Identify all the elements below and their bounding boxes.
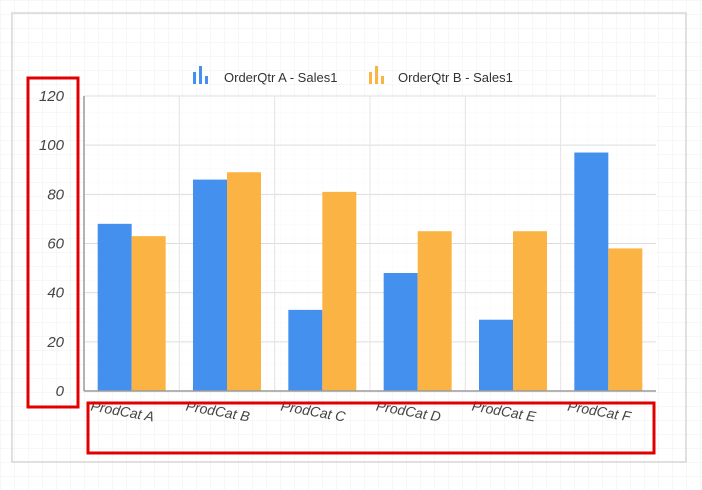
bar-series-2-prodcat-f[interactable]: [608, 248, 643, 391]
legend-item-series-2[interactable]: OrderQtr B - Sales1: [369, 66, 513, 85]
bar-series-1-prodcat-e[interactable]: [479, 319, 513, 391]
y-tick-label: 60: [47, 236, 64, 253]
x-axis-highlight-box: [86, 401, 656, 455]
bar-series-2-prodcat-a[interactable]: [131, 236, 166, 391]
y-tick-label: 0: [56, 383, 65, 400]
bar-series-1-prodcat-d[interactable]: [383, 273, 418, 391]
bar-series-2-prodcat-d[interactable]: [417, 231, 452, 391]
legend-icon-series-2: [369, 72, 372, 84]
y-tick-label: 80: [47, 186, 64, 203]
bar-series-1-prodcat-c[interactable]: [288, 309, 323, 391]
bar-series-1-prodcat-f[interactable]: [574, 152, 609, 391]
legend-label-series-2: OrderQtr B - Sales1: [398, 70, 513, 85]
bar-series-2-prodcat-e[interactable]: [513, 231, 547, 391]
legend-item-series-1[interactable]: OrderQtr A - Sales1: [193, 66, 337, 85]
y-tick-label: 120: [39, 88, 65, 105]
legend-icon-series-1: [193, 72, 196, 84]
bar-series-2-prodcat-b[interactable]: [227, 172, 261, 391]
y-tick-label: 100: [39, 137, 65, 154]
chart-frame: [11, 12, 687, 463]
legend: OrderQtr A - Sales1 OrderQtr B - Sales1: [193, 66, 513, 85]
y-tick-label: 20: [46, 334, 64, 351]
y-axis-highlight-box: [26, 76, 80, 409]
bar-series-1-prodcat-b[interactable]: [193, 179, 227, 391]
bar-series-1-prodcat-a[interactable]: [97, 223, 132, 391]
y-tick-label: 40: [47, 285, 64, 302]
legend-label-series-1: OrderQtr A - Sales1: [224, 70, 337, 85]
bar-series-2-prodcat-c[interactable]: [322, 191, 357, 391]
